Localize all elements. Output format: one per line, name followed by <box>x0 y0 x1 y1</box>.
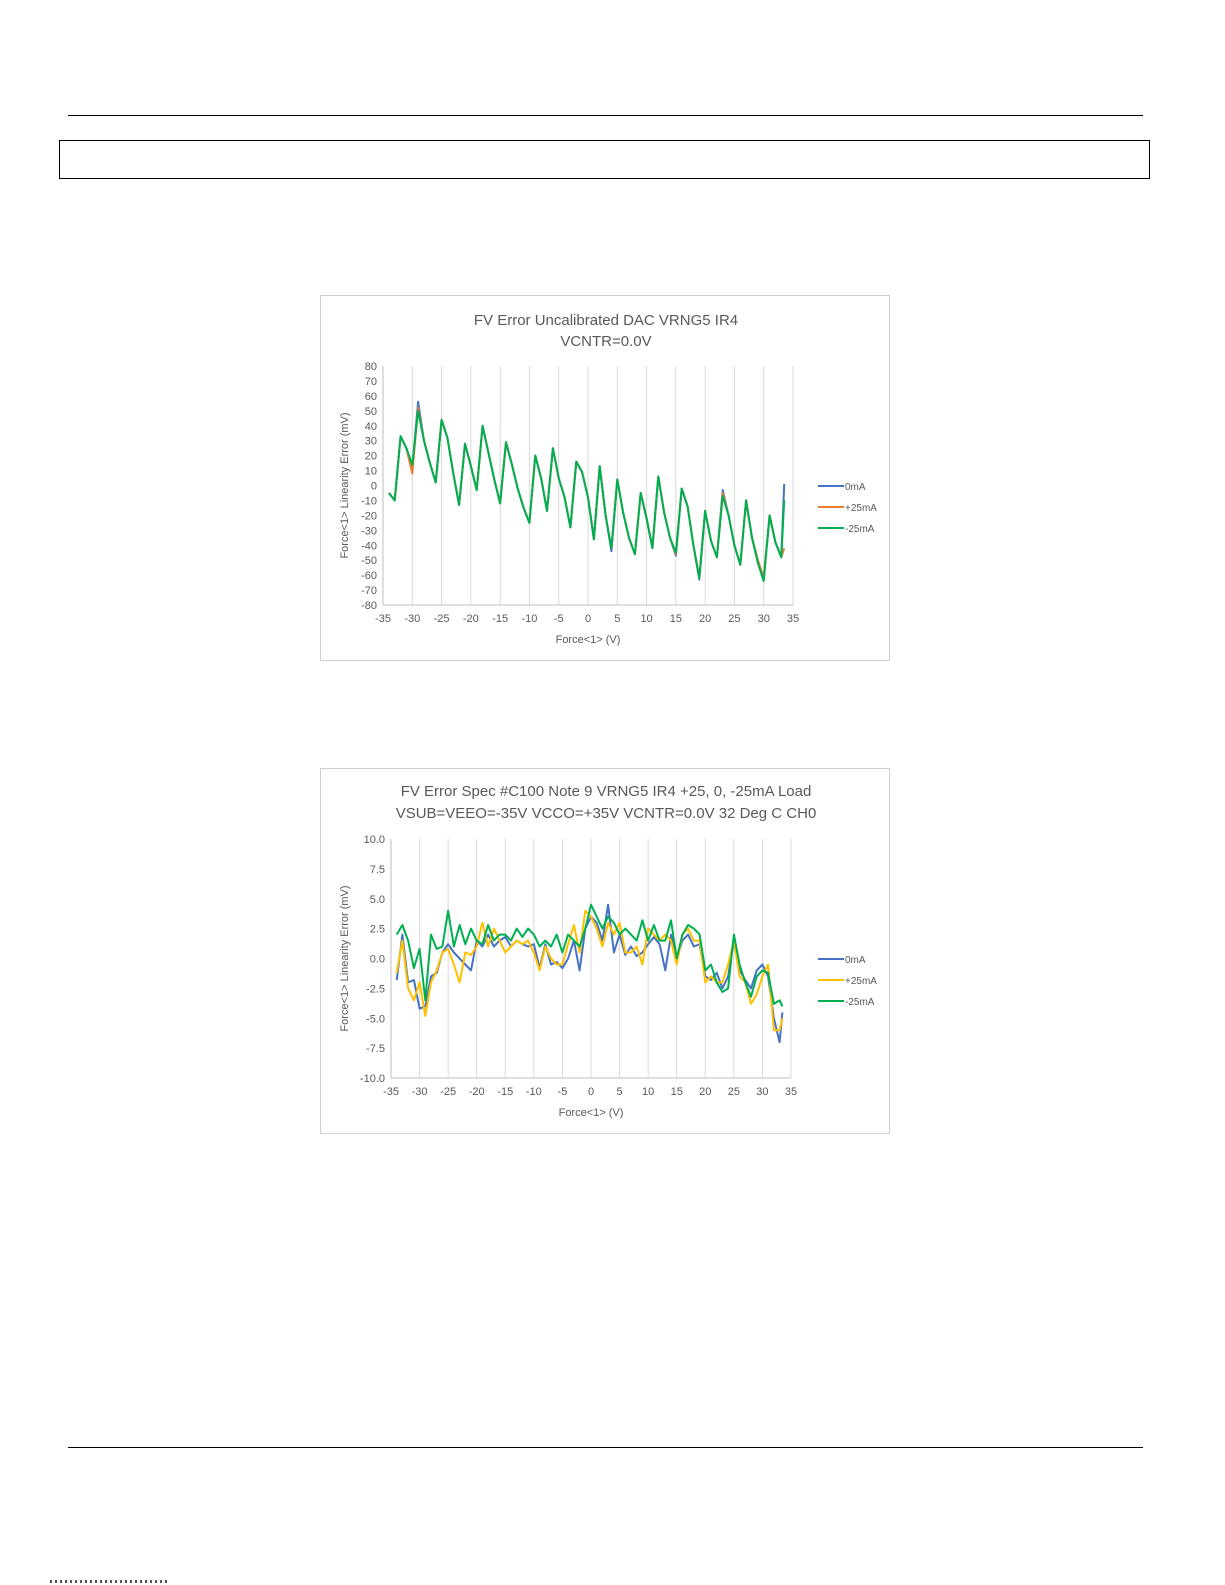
x-tick-label: 35 <box>787 613 799 625</box>
x-tick-label: 20 <box>699 613 711 625</box>
x-tick-label: -25 <box>440 1086 456 1098</box>
series-line-25mA <box>395 909 784 1032</box>
x-tick-label: -5 <box>558 1086 568 1098</box>
y-tick-label: 30 <box>365 436 377 448</box>
legend-label: -25mA <box>845 997 875 1008</box>
x-tick-label: -10 <box>526 1086 542 1098</box>
chart-spec-c100: FV Error Spec #C100 Note 9 VRNG5 IR4 +25… <box>320 768 890 1134</box>
y-axis-label: Force<1> Linearity Error (mV) <box>339 412 351 558</box>
y-tick-label: -7.5 <box>366 1043 385 1055</box>
legend-label: -25mA <box>845 524 875 535</box>
y-tick-label: 50 <box>365 406 377 418</box>
chart-subtitle: VCNTR=0.0V <box>560 333 651 350</box>
x-tick-label: 15 <box>670 613 682 625</box>
y-tick-label: -30 <box>361 525 377 537</box>
y-tick-label: 80 <box>365 361 377 373</box>
x-tick-label: -30 <box>404 613 420 625</box>
y-tick-label: 5.0 <box>370 894 385 906</box>
x-tick-label: 0 <box>585 613 591 625</box>
y-tick-label: 0 <box>371 481 377 493</box>
x-tick-label: -20 <box>469 1086 485 1098</box>
x-tick-label: -30 <box>412 1086 428 1098</box>
x-tick-label: 10 <box>640 613 652 625</box>
header-box <box>59 140 1150 179</box>
y-tick-label: 10.0 <box>364 834 385 846</box>
y-tick-label: -60 <box>361 570 377 582</box>
legend-label: +25mA <box>845 503 877 514</box>
y-tick-label: -10.0 <box>360 1073 385 1085</box>
y-tick-label: -50 <box>361 555 377 567</box>
x-tick-label: -35 <box>383 1086 399 1098</box>
y-tick-label: -40 <box>361 540 377 552</box>
y-tick-label: -10 <box>361 495 377 507</box>
x-tick-label: 0 <box>588 1086 594 1098</box>
y-axis-label: Force<1> Linearity Error (mV) <box>339 885 351 1031</box>
x-tick-label: 30 <box>756 1086 768 1098</box>
chart-spec-c100-svg: FV Error Spec #C100 Note 9 VRNG5 IR4 +25… <box>339 783 877 1119</box>
x-tick-label: 20 <box>699 1086 711 1098</box>
legend-label: 0mA <box>845 955 866 966</box>
footer-marks <box>50 1580 170 1583</box>
x-tick-label: 5 <box>614 613 620 625</box>
y-tick-label: -80 <box>361 600 377 612</box>
y-tick-label: -70 <box>361 585 377 597</box>
x-tick-label: 15 <box>671 1086 683 1098</box>
chart-uncalibrated-svg: FV Error Uncalibrated DAC VRNG5 IR4 VCNTR… <box>339 312 877 646</box>
x-tick-label: -35 <box>375 613 391 625</box>
y-tick-label: 0.0 <box>370 954 385 966</box>
y-tick-label: 60 <box>365 391 377 403</box>
chart-title: FV Error Uncalibrated DAC VRNG5 IR4 <box>474 312 738 329</box>
x-tick-label: 10 <box>642 1086 654 1098</box>
x-tick-label: -20 <box>463 613 479 625</box>
x-tick-label: -15 <box>492 613 508 625</box>
y-tick-label: 20 <box>365 451 377 463</box>
x-tick-label: -25 <box>434 613 450 625</box>
footer-rule <box>68 1447 1143 1448</box>
y-tick-label: 70 <box>365 376 377 388</box>
x-tick-label: 30 <box>758 613 770 625</box>
chart-title: FV Error Spec #C100 Note 9 VRNG5 IR4 +25… <box>401 783 812 800</box>
x-tick-label: -10 <box>521 613 537 625</box>
y-tick-label: -5.0 <box>366 1013 385 1025</box>
x-tick-label: 25 <box>728 1086 740 1098</box>
x-tick-label: -15 <box>497 1086 513 1098</box>
y-tick-label: 7.5 <box>370 864 385 876</box>
legend-label: +25mA <box>845 976 877 987</box>
x-tick-label: 5 <box>617 1086 623 1098</box>
chart-uncalibrated: FV Error Uncalibrated DAC VRNG5 IR4 VCNTR… <box>320 295 890 661</box>
x-axis-label: Force<1> (V) <box>556 634 621 646</box>
x-tick-label: 35 <box>785 1086 797 1098</box>
series-line-25mA <box>388 409 786 583</box>
y-tick-label: -2.5 <box>366 983 385 995</box>
x-axis-label: Force<1> (V) <box>559 1107 624 1119</box>
chart-subtitle: VSUB=VEEO=-35V VCCO=+35V VCNTR=0.0V 32 D… <box>396 805 817 822</box>
header-rule <box>68 115 1143 116</box>
y-tick-label: 40 <box>365 421 377 433</box>
legend-label: 0mA <box>845 482 866 493</box>
y-tick-label: -20 <box>361 510 377 522</box>
y-tick-label: 2.5 <box>370 924 385 936</box>
series-line-25mA <box>395 903 784 1007</box>
y-tick-label: 10 <box>365 466 377 478</box>
x-tick-label: 25 <box>728 613 740 625</box>
x-tick-label: -5 <box>554 613 564 625</box>
